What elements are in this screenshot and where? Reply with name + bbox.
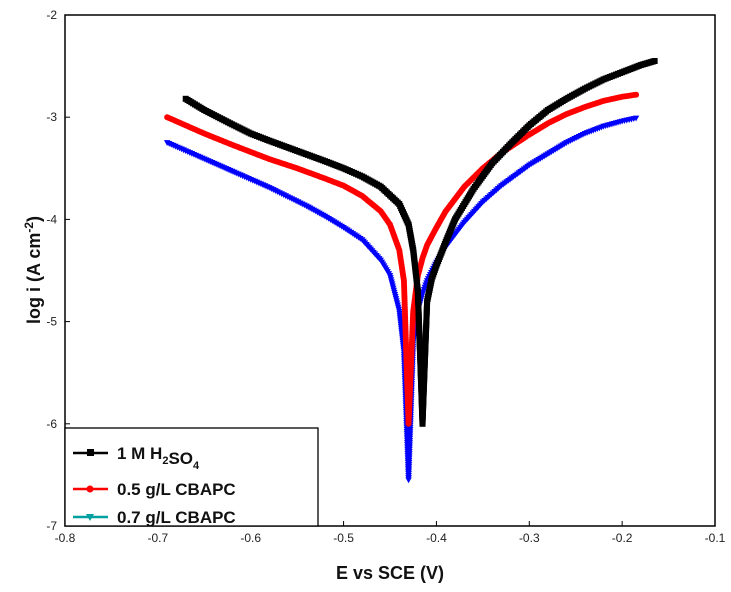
- legend-label-1-part: 2: [162, 455, 168, 467]
- x-tick-label: -0.3: [519, 531, 540, 545]
- legend-label-2: 0.5 g/L CBAPC: [117, 480, 236, 499]
- y-tick-label: -4: [46, 212, 57, 226]
- x-tick-label: -0.2: [612, 531, 633, 545]
- data-point: [633, 91, 640, 98]
- y-tick-label: -3: [46, 110, 57, 124]
- y-tick-label: -6: [46, 417, 57, 431]
- legend-label-1-part: 1 M H: [117, 444, 162, 463]
- series-layer: [163, 57, 658, 484]
- y-axis-title-close: ): [24, 216, 44, 222]
- data-point: [651, 57, 658, 64]
- legend-label-1-part: SO: [168, 449, 193, 468]
- y-tick-label: -2: [46, 8, 57, 22]
- y-tick-label: -7: [46, 519, 57, 533]
- x-tick-label: -0.8: [55, 531, 76, 545]
- legend-label-3: 0.7 g/L CBAPC: [117, 508, 236, 527]
- x-tick-label: -0.7: [148, 531, 169, 545]
- y-axis-title-sup: -2: [22, 222, 36, 233]
- y-axis-title-main: log i (A cm: [24, 233, 44, 324]
- legend-marker-1: [87, 449, 94, 456]
- x-tick-label: -0.5: [333, 531, 354, 545]
- x-axis-title: E vs SCE (V): [336, 563, 444, 583]
- legend-box: [64, 427, 319, 527]
- legend-marker-2: [86, 485, 94, 493]
- legend-marker-3: [86, 514, 94, 521]
- data-point: [632, 115, 640, 122]
- legend-label-1-part: 4: [193, 460, 200, 472]
- x-tick-label: -0.4: [426, 531, 447, 545]
- series-2: [164, 91, 640, 427]
- x-tick-label: -0.6: [240, 531, 261, 545]
- plot-frame: [64, 14, 716, 527]
- x-tick-label: -0.1: [705, 531, 726, 545]
- series-1: [182, 57, 658, 427]
- legend-entry-3: 0.7 g/L CBAPC: [73, 508, 236, 527]
- legend: 1 M H2SO4 0.5 g/L CBAPC 0.7 g/L CBAPC: [64, 427, 319, 527]
- y-tick-label: -5: [46, 315, 57, 329]
- y-axis-title: log i (A cm-2): [22, 216, 44, 324]
- legend-entry-2: 0.5 g/L CBAPC: [73, 480, 236, 499]
- legend-label-1: 1 M H2SO4: [117, 444, 200, 472]
- legend-entry-1: 1 M H2SO4: [73, 444, 200, 472]
